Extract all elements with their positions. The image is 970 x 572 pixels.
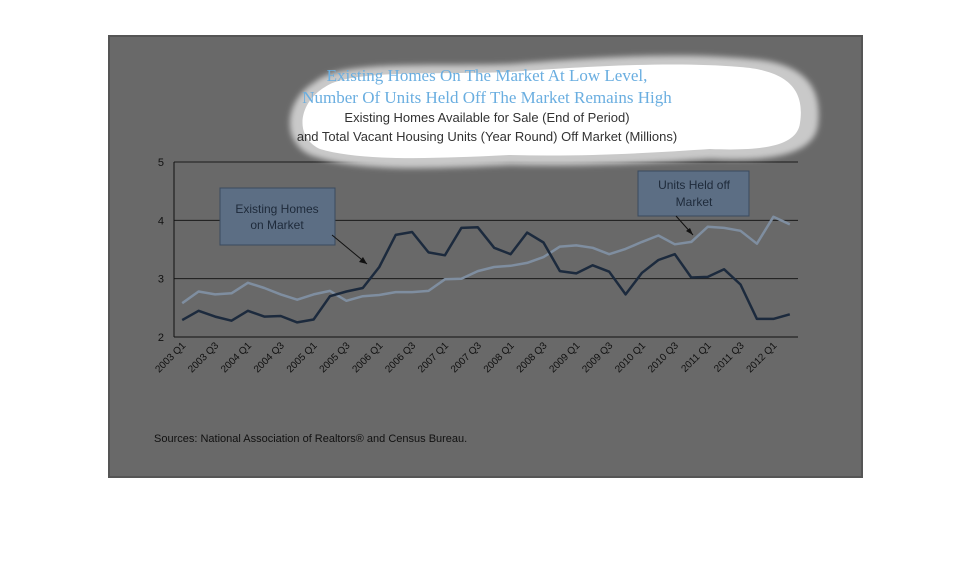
series-lines (181, 215, 791, 324)
x-tick-label: 2011 Q1 (679, 340, 714, 375)
y-tick-label: 4 (158, 215, 164, 227)
x-tick-label: 2003 Q3 (186, 340, 221, 375)
series-line-existing-homes-on-market (181, 226, 791, 324)
x-tick-label: 2012 Q1 (745, 340, 780, 375)
x-tick-label: 2005 Q3 (318, 340, 353, 375)
callout-existing-homes-line-2: on Market (250, 218, 304, 232)
x-tick-label: 2006 Q1 (350, 340, 385, 375)
y-tick-label: 3 (158, 274, 164, 286)
chart-subtitle-line-1: Existing Homes Available for Sale (End o… (344, 110, 629, 125)
y-tick-label: 2 (158, 332, 164, 344)
callout-existing-homes-line-1: Existing Homes (235, 202, 318, 216)
x-tick-label: 2007 Q3 (449, 340, 484, 375)
chart-source: Sources: National Association of Realtor… (154, 433, 467, 445)
chart-subtitle-line-2: and Total Vacant Housing Units (Year Rou… (297, 129, 677, 144)
callout-units-held-off-arrowhead (686, 228, 693, 235)
chart-frame: 2 3 4 5 2003 Q1 2003 Q3 2004 Q1 2004 Q3 2005 Q1… (108, 35, 863, 478)
chart-title-line-1: Existing Homes On The Market At Low Leve… (327, 66, 648, 85)
callout-existing-homes: Existing Homes on Market (219, 187, 368, 265)
x-tick-label: 2004 Q1 (219, 340, 254, 375)
x-tick-label: 2007 Q1 (416, 340, 451, 375)
x-tick-label: 2005 Q1 (285, 340, 320, 375)
callout-units-held-off-line-2: Market (676, 195, 713, 209)
title-highlight (289, 55, 819, 169)
chart-title-line-2: Number Of Units Held Off The Market Rema… (302, 88, 672, 107)
callout-existing-homes-arrowhead (359, 257, 367, 264)
x-tick-label: 2006 Q3 (383, 340, 418, 375)
callout-units-held-off-line-1: Units Held off (658, 178, 730, 192)
callout-units-held-off: Units Held off Market (637, 170, 750, 236)
x-tick-label: 2009 Q3 (580, 340, 615, 375)
x-tick-label: 2010 Q1 (613, 340, 648, 375)
x-tick-label: 2004 Q3 (252, 340, 287, 375)
series-line-units-held-off-market (181, 215, 791, 305)
x-tick-label: 2009 Q1 (548, 340, 583, 375)
x-tick-label: 2008 Q1 (482, 340, 517, 375)
x-tick-label: 2008 Q3 (515, 340, 550, 375)
x-tick-label: 2003 Q1 (153, 340, 188, 375)
x-tick-label: 2010 Q3 (646, 340, 681, 375)
callout-existing-homes-arrow (331, 234, 368, 265)
y-tick-label: 5 (158, 157, 164, 169)
y-tick-labels: 2 3 4 5 (158, 157, 164, 344)
x-tick-label: 2011 Q3 (712, 340, 747, 375)
